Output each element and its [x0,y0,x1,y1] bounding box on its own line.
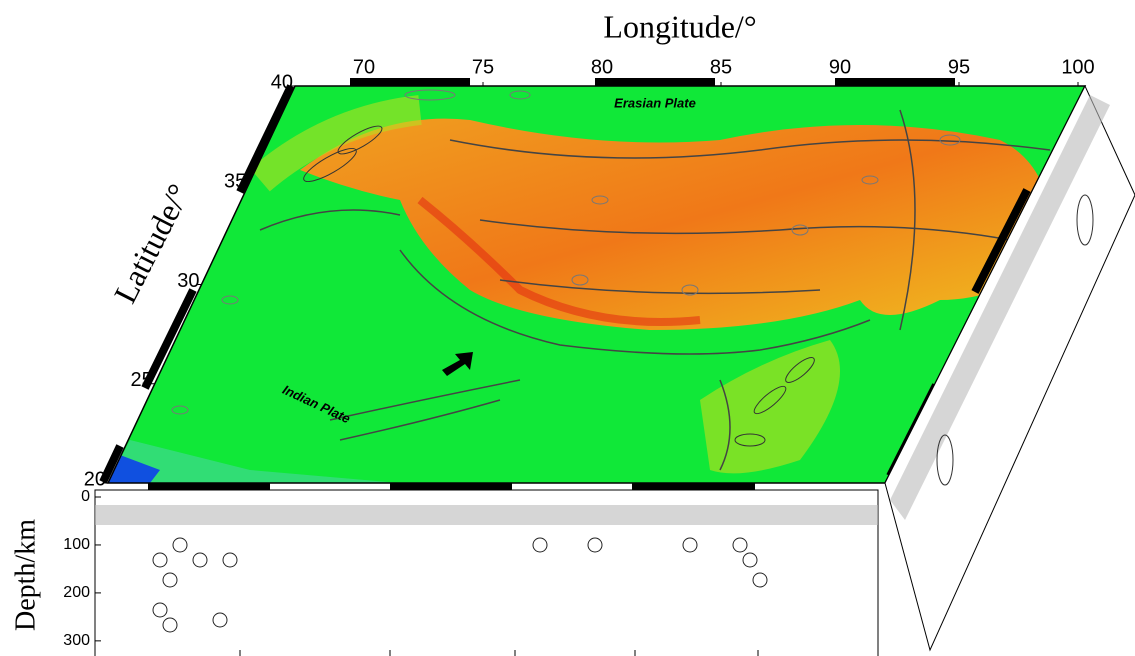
x-tick-label: 90 [829,56,851,78]
z-tick-label: 300 [63,632,90,649]
z-tick-label: 0 [81,488,90,505]
z-axis-title: Depth/km [10,519,41,631]
z-tick-label: 200 [63,584,90,601]
x-tick-label: 70 [353,56,375,78]
y-tick-label: 30 [177,270,199,292]
x-tick-label: 85 [710,56,732,78]
x-tick-label: 80 [591,56,613,78]
z-tick-label: 100 [63,536,90,553]
figure: Erasian Plate Indian Plate Longitude/° L… [0,0,1135,656]
x-tick-label: 75 [472,56,494,78]
y-tick-label: 40 [271,71,293,93]
y-tick-label: 20 [84,468,106,490]
y-tick-label: 25 [131,369,153,391]
x-tick-label: 95 [948,56,970,78]
x-axis-title: Longitude/° [603,8,756,44]
depth-seismicity-shallow [95,505,878,525]
y-tick-label: 35 [224,171,246,193]
x-tick-label: 100 [1061,56,1094,78]
annotation: Erasian Plate [614,95,696,110]
